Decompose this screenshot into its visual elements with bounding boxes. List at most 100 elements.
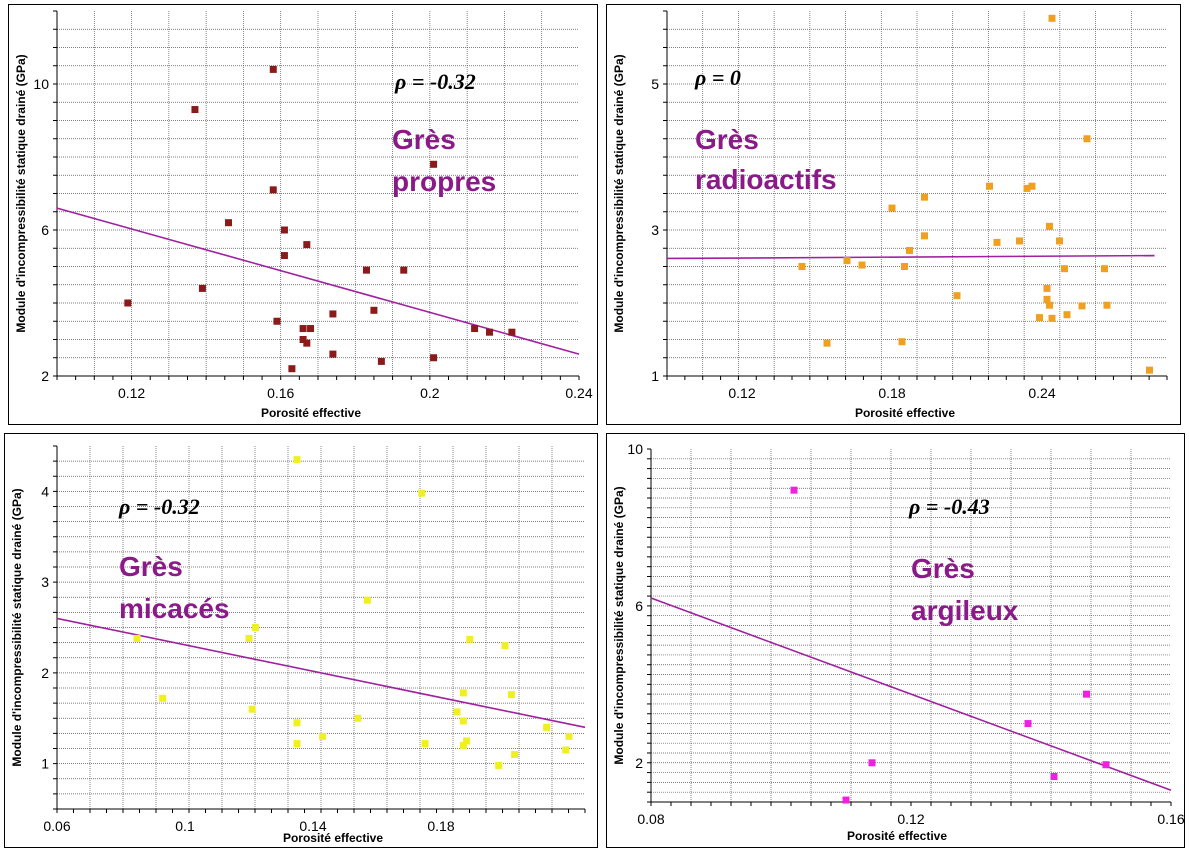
data-point [1046,301,1053,309]
x-tick-label: 0.12 [118,385,145,401]
x-tick-label: 0.18 [427,818,454,834]
data-point [362,266,370,274]
y-axis-label: Module d'incompressibilité statique drai… [612,486,626,764]
data-point [248,705,256,713]
y-tick-label: 6 [635,598,643,614]
x-tick-label: 0.16 [1157,811,1184,827]
data-point [293,456,301,464]
data-point [273,317,281,325]
x-axis-label: Porosité effective [283,831,383,845]
regression-line [666,254,1155,260]
chart-propres: 0.12 0.16 0.2 0.24 2 6 10 Porosité effective Mod… [14,10,593,420]
chart-panel-radioactifs: 0.12 0.18 0.24 1 3 5 Porosité effective Module … [606,4,1181,425]
chart-panel-propres: 0.12 0.16 0.2 0.24 2 6 10 Porosité effective Mod… [8,4,598,425]
data-points [790,486,1110,804]
data-point [1043,284,1051,292]
data-point [293,719,301,727]
data-point [1061,265,1068,273]
data-point [1048,314,1056,322]
data-point [1146,366,1153,374]
data-point [430,160,438,168]
data-point [459,717,467,725]
data-point [1050,773,1058,781]
data-point [1063,311,1071,319]
group-label-line2: radioactifs [695,164,837,195]
x-tick-label: 0.08 [637,811,664,827]
data-point [133,634,141,642]
data-point [370,306,378,314]
y-tick-label: 5 [651,76,659,92]
data-point [1056,237,1063,245]
data-point [453,708,461,716]
data-point [508,328,516,336]
x-tick-label: 0.24 [1028,385,1055,401]
data-points [798,14,1153,374]
y-axis-label: Module d'incompressibilité statique drai… [14,54,28,332]
data-point [191,106,199,114]
grid [651,449,1171,802]
data-point [562,746,570,754]
data-point [1023,184,1031,192]
data-point [418,489,426,497]
x-tick-label: 0.2 [420,385,440,401]
data-point [1028,182,1036,190]
data-point [159,694,167,702]
data-point [993,238,1001,246]
data-point [245,634,253,642]
data-point [1048,14,1056,22]
y-axis-label: Module d'incompressibilité statique drai… [10,488,24,766]
x-tick-label: 0.14 [299,818,326,834]
group-label-line2: argileux [911,595,1019,626]
group-label-line2: propres [392,166,496,197]
data-point [1103,301,1111,309]
data-point [280,252,288,260]
regression-line [650,597,1172,791]
x-tick-label: 0.12 [897,811,924,827]
data-point [507,691,515,699]
data-point [280,226,288,234]
data-point [1083,135,1091,143]
data-point [888,204,896,212]
data-point [486,328,494,336]
data-point [299,336,307,343]
data-point [565,732,573,740]
data-point [329,310,337,318]
data-point [921,193,928,201]
data-point [471,325,479,333]
data-point [868,759,876,767]
data-point [511,751,519,759]
y-tick-label: 10 [33,76,49,92]
rho-annotation: ρ = -0.32 [394,69,476,94]
data-point [842,796,850,804]
data-points [133,456,573,769]
chart-argileux: 0.08 0.12 0.16 2 6 10 Porosité effective Module… [612,441,1184,843]
y-tick-label: 10 [627,441,643,457]
data-point [921,232,928,240]
x-tick-label: 0.12 [728,385,755,401]
data-point [251,624,259,631]
y-tick-label: 2 [635,755,643,771]
data-point [288,365,296,373]
data-point [303,339,311,347]
x-tick-label: 0.16 [267,385,294,401]
grid [57,11,579,376]
chart-radioactifs: 0.12 0.18 0.24 1 3 5 Porosité effective Module … [612,10,1168,420]
data-point [843,257,851,265]
y-tick-label: 4 [41,483,49,499]
rho-annotation: ρ = -0.32 [118,494,200,519]
x-axis-label: Porosité effective [855,406,955,420]
data-point [225,219,233,227]
group-label-line2: micacés [119,593,230,624]
data-point [790,486,798,494]
x-axis-label: Porosité effective [261,406,361,420]
data-point [299,325,307,333]
x-tick-label: 0.06 [43,818,70,834]
data-point [543,723,551,731]
data-point [1101,265,1108,273]
data-point [1043,295,1051,303]
data-point [466,635,474,643]
y-tick-label: 6 [41,222,49,238]
data-point [1016,237,1023,245]
x-tick-label: 0.24 [565,385,592,401]
data-point [400,266,408,274]
